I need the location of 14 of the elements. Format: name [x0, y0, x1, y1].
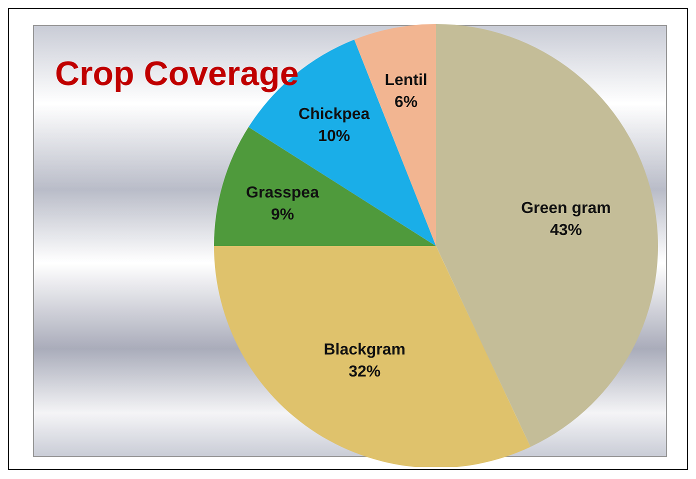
slice-label: Chickpea [298, 106, 370, 123]
data-label: 32% [348, 363, 381, 380]
data-label: 10% [318, 128, 350, 145]
pie-slice [214, 127, 436, 246]
pie-slice [214, 246, 531, 467]
slice-label: Blackgram [324, 341, 406, 358]
slice-label: Lentil [384, 72, 428, 89]
data-label: 9% [270, 206, 294, 224]
pie-slice [436, 24, 658, 447]
data-label: 43% [550, 222, 582, 239]
text: Crop Coverage [55, 55, 299, 94]
slice-label: Green gram [521, 200, 611, 217]
slice-label: Grasspea [246, 184, 320, 202]
data-label: 6% [394, 94, 418, 111]
